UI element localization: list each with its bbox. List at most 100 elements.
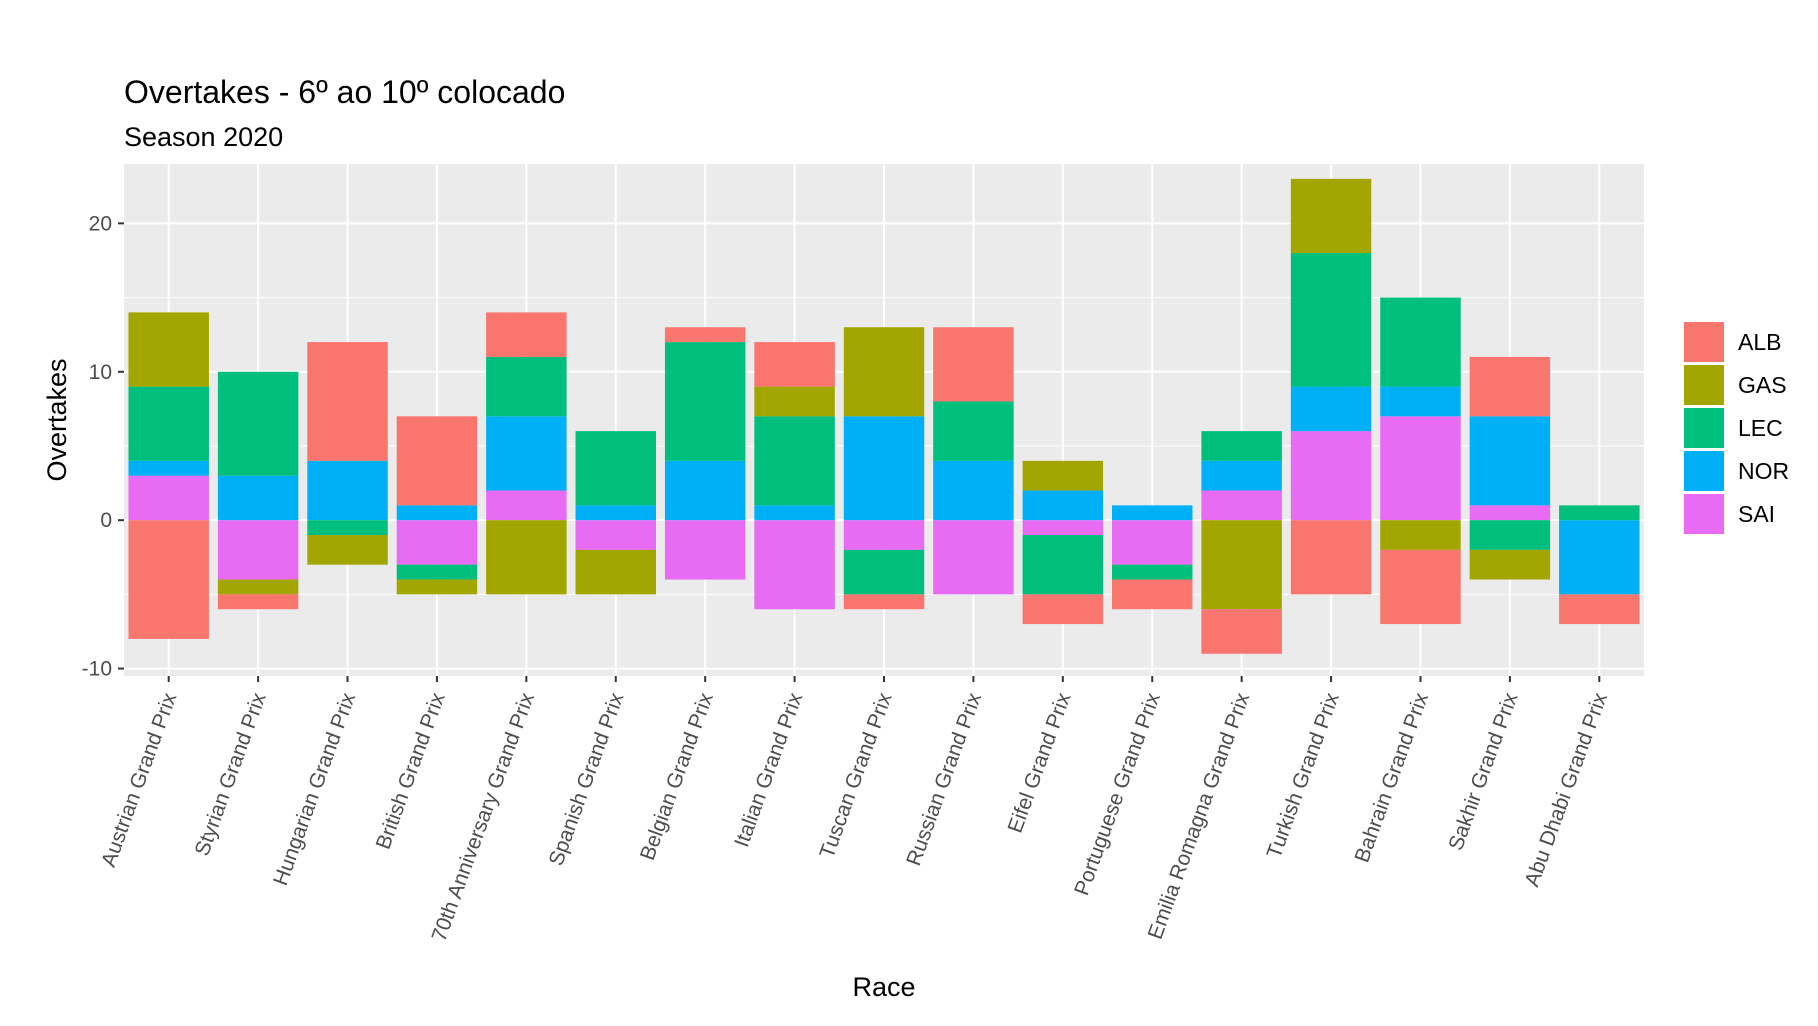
x-tick-label: Bahrain Grand Prix xyxy=(1350,689,1433,865)
y-tick-label: -10 xyxy=(82,658,112,681)
x-tick-label: Italian Grand Prix xyxy=(730,689,807,850)
bar-sai xyxy=(486,490,567,521)
bar-lec xyxy=(307,520,388,536)
bar-lec xyxy=(1469,520,1551,550)
x-tick-label: Abu Dhabi Grand Prix xyxy=(1521,689,1613,889)
bar-gas xyxy=(1022,460,1104,491)
legend-label-nor: NOR xyxy=(1738,458,1789,484)
x-axis-title: Race xyxy=(852,972,915,1002)
y-axis-title: Overtakes xyxy=(42,358,72,481)
bar-nor xyxy=(1380,386,1461,417)
bar-lec xyxy=(1290,253,1372,387)
bar-nor xyxy=(307,460,388,521)
bar-gas xyxy=(575,549,656,595)
bar-lec xyxy=(664,342,746,461)
bar-nor xyxy=(1201,460,1282,491)
bar-sai xyxy=(1290,431,1372,521)
x-axis: Austrian Grand Prix Styrian Grand PrixHun… xyxy=(97,676,1612,944)
bar-lec xyxy=(1380,297,1461,387)
x-tick-label: Hungarian Grand Prix xyxy=(269,689,360,888)
x-tick-label: Turkish Grand Prix xyxy=(1263,689,1344,861)
bar-nor xyxy=(1469,416,1551,506)
bar-alb xyxy=(1469,356,1551,417)
y-tick-label: 20 xyxy=(89,212,112,235)
bar-alb xyxy=(1380,549,1461,625)
bar-nor xyxy=(754,505,835,521)
x-tick-label: 70th Anniversary Grand Prix xyxy=(428,689,540,944)
x-tick-label: Spanish Grand Prix xyxy=(545,689,629,868)
bar-gas xyxy=(1201,520,1282,610)
bar-alb xyxy=(1559,594,1640,625)
chart-title: Overtakes - 6º ao 10º colocado xyxy=(124,74,565,110)
x-tick-label: Portuguese Grand Prix xyxy=(1070,689,1165,898)
bar-sai xyxy=(1022,520,1104,536)
bar-nor xyxy=(217,475,299,521)
bar-sai xyxy=(217,520,299,580)
x-tick-label: Austrian Grand Prix xyxy=(97,689,181,870)
bar-lec xyxy=(396,564,478,580)
bar-nor xyxy=(664,460,746,521)
bar-gas xyxy=(754,386,835,417)
y-axis: -10 0 10 20 xyxy=(82,212,124,681)
bar-alb xyxy=(754,342,835,387)
x-tick-label: Emilia Romagna Grand Prix xyxy=(1144,689,1255,942)
bar-sai xyxy=(664,520,746,580)
bar-nor xyxy=(396,505,478,521)
legend-key-nor xyxy=(1684,451,1724,491)
bar-lec xyxy=(575,431,656,506)
bar-sai xyxy=(1380,416,1461,521)
legend-label-alb: ALB xyxy=(1738,329,1781,355)
bar-lec xyxy=(754,416,835,506)
bar-sai xyxy=(1201,490,1282,521)
chart-subtitle: Season 2020 xyxy=(124,122,283,152)
bar-lec xyxy=(1201,431,1282,461)
legend-key-gas xyxy=(1684,365,1724,405)
bar-sai xyxy=(396,520,478,565)
bar-alb xyxy=(1201,609,1282,654)
bar-lec xyxy=(128,386,209,461)
bar-lec xyxy=(217,371,299,476)
bar-lec xyxy=(1022,535,1104,595)
legend-key-alb xyxy=(1684,322,1724,362)
bar-nor xyxy=(128,460,209,476)
bar-sai xyxy=(1469,505,1551,521)
x-tick-label: British Grand Prix xyxy=(372,689,450,852)
bar-alb xyxy=(307,342,388,461)
bar-lec xyxy=(486,356,567,417)
x-tick-label: Styrian Grand Prix xyxy=(191,689,271,859)
bar-alb xyxy=(1022,594,1104,625)
bar-alb xyxy=(1112,579,1193,610)
bar-gas xyxy=(1469,549,1551,580)
x-tick-label: Belgian Grand Prix xyxy=(636,689,718,863)
x-tick-label: Sakhir Grand Prix xyxy=(1444,689,1522,853)
x-tick-label: Tuscan Grand Prix xyxy=(815,689,896,861)
y-tick-label: 10 xyxy=(89,361,112,384)
bar-alb xyxy=(1290,520,1372,595)
bar-nor xyxy=(1559,520,1640,595)
bar-nor xyxy=(486,416,567,491)
legend-label-sai: SAI xyxy=(1738,501,1775,527)
bar-lec xyxy=(1559,505,1640,521)
bar-gas xyxy=(307,535,388,565)
bar-alb xyxy=(396,416,478,506)
legend-label-gas: GAS xyxy=(1738,372,1787,398)
bar-gas xyxy=(217,579,299,595)
x-tick-label: Russian Grand Prix xyxy=(902,689,986,868)
bar-sai xyxy=(843,520,925,550)
bar-alb xyxy=(486,312,567,357)
bar-nor xyxy=(1022,490,1104,521)
bar-sai xyxy=(128,475,209,521)
y-tick-label: 0 xyxy=(100,509,112,532)
bar-gas xyxy=(486,520,567,595)
bar-sai xyxy=(1112,520,1193,565)
bar-alb xyxy=(843,594,925,610)
bar-nor xyxy=(1290,386,1372,432)
bar-gas xyxy=(1380,520,1461,550)
bar-nor xyxy=(843,416,925,521)
bar-gas xyxy=(396,579,478,595)
legend-label-lec: LEC xyxy=(1738,415,1783,441)
bar-gas xyxy=(1290,178,1372,254)
bar-alb xyxy=(933,327,1014,402)
bar-nor xyxy=(933,460,1014,521)
